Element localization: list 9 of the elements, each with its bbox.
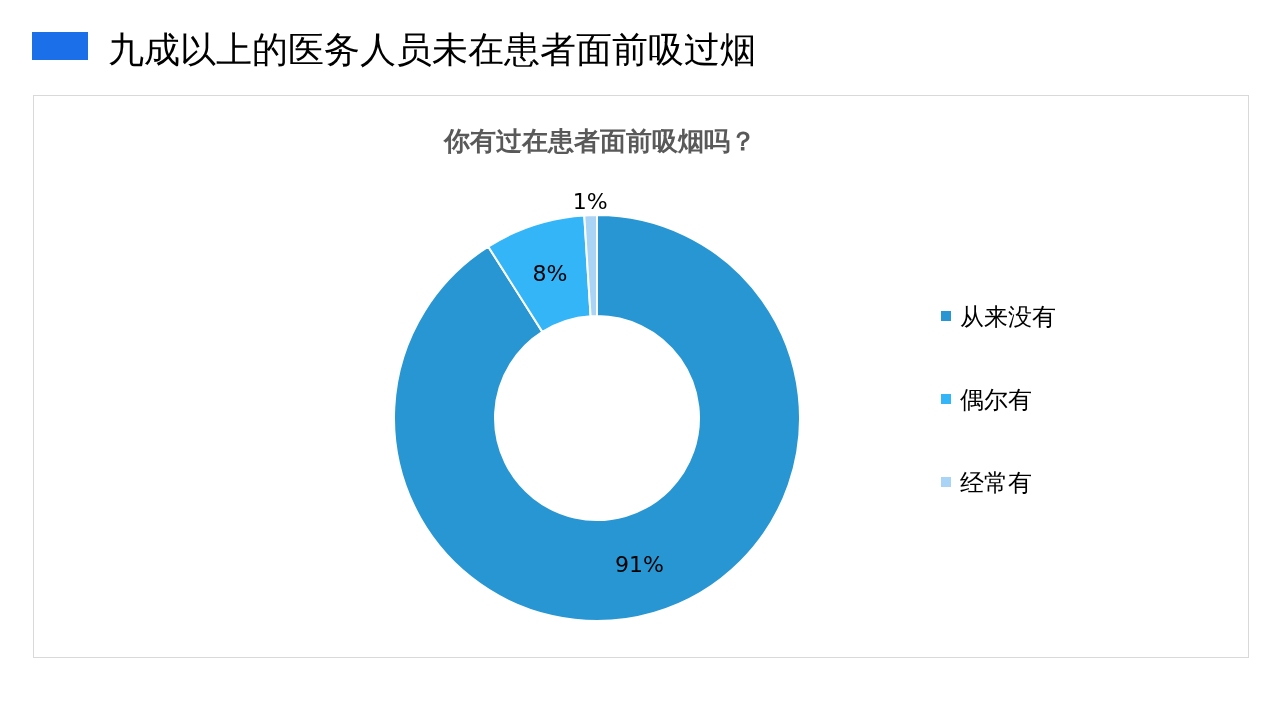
- data-label: 1%: [572, 189, 608, 215]
- legend-label: 偶尔有: [960, 386, 1032, 414]
- donut-slice: [393, 214, 801, 622]
- chart-title: 九成以上的医务人员未在患者面前吸过烟: [108, 29, 756, 70]
- data-label: 91%: [615, 552, 664, 578]
- data-label: 8%: [532, 260, 568, 286]
- legend-label: 经常有: [960, 469, 1032, 497]
- chart-subtitle: 你有过在患者面前吸烟吗？: [443, 126, 756, 156]
- legend-label: 从来没有: [960, 303, 1056, 331]
